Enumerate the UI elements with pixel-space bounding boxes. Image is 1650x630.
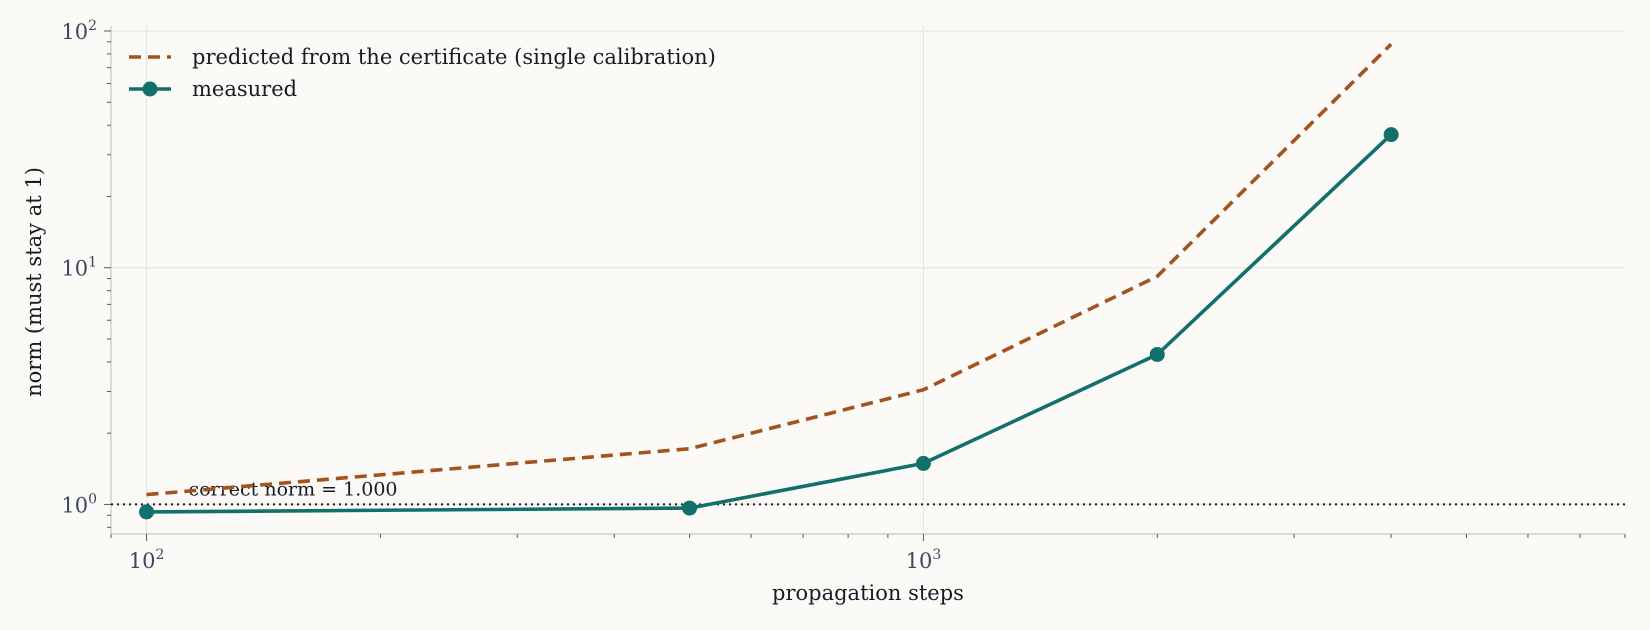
y-tick-label: 102 (61, 18, 97, 44)
tick-labels: 102 103 100 101 102 (61, 18, 941, 573)
y-axis-label: norm (must stay at 1) (22, 167, 46, 397)
axes (104, 26, 1626, 541)
data-point-1-1 (682, 500, 698, 516)
y-tick-label: 101 (61, 255, 97, 281)
data-point-1-3 (1149, 346, 1165, 362)
reference-line-group: correct norm = 1.000 (111, 478, 1625, 506)
x-tick-label: 102 (129, 547, 165, 573)
series-lines (139, 42, 1399, 520)
data-point-1-0 (139, 504, 155, 520)
legend-label-0: predicted from the certificate (single c… (192, 45, 716, 69)
data-point-1-4 (1383, 127, 1399, 143)
reference-line-label: correct norm = 1.000 (189, 478, 398, 500)
legend-label-1: measured (192, 77, 297, 101)
x-axis-label: propagation steps (772, 581, 964, 605)
series-line-1 (146, 133, 1393, 514)
y-tick-label: 100 (61, 491, 97, 517)
data-point-1-2 (915, 455, 931, 471)
series-line-0 (146, 42, 1393, 497)
legend: predicted from the certificate (single c… (129, 45, 716, 101)
grid-lines (111, 26, 1625, 534)
x-tick-label: 103 (906, 547, 942, 573)
legend-marker-1 (142, 81, 158, 97)
